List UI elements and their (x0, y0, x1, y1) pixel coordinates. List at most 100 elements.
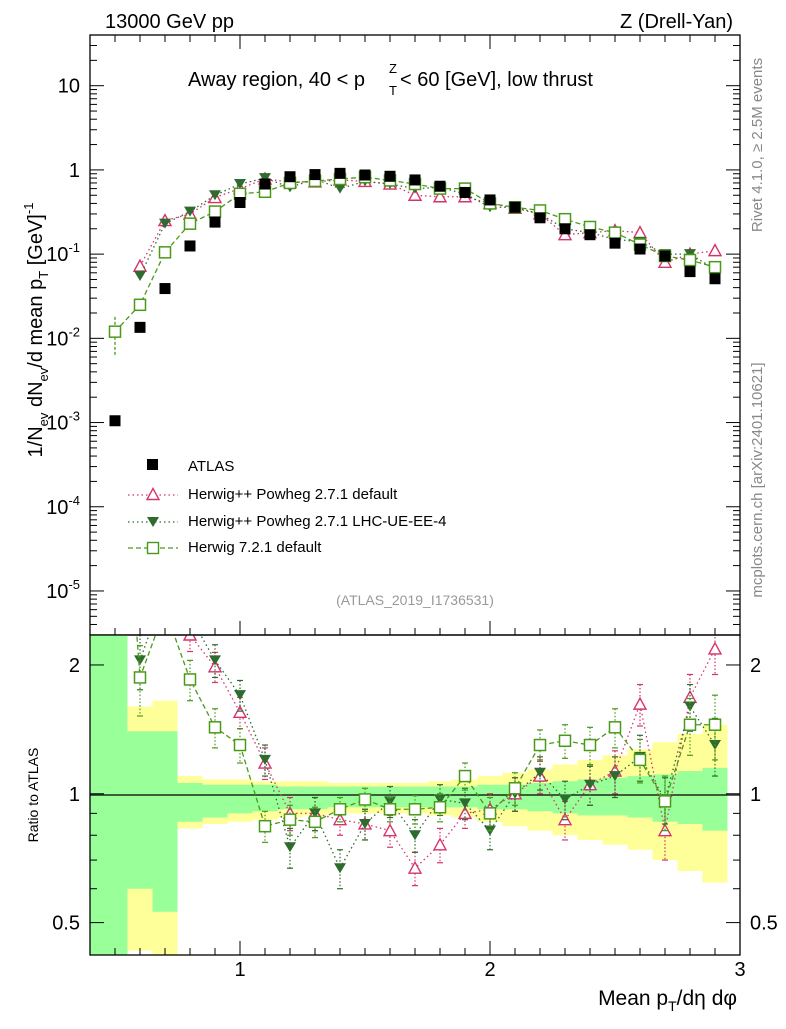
ratio-plot-frame (89, 634, 741, 956)
series-atlas (109, 167, 721, 427)
ratio-y-tick-label-right: 1 (750, 784, 761, 806)
x-tick-label: 2 (484, 959, 495, 981)
legend-marker-herwig-pp-default (145, 487, 161, 501)
stat-uncertainty-band (452, 786, 478, 808)
data-point (459, 186, 471, 198)
ratio-point (407, 860, 423, 874)
data-point (209, 216, 221, 228)
analysis-id: (ATLAS_2019_I1736531) (336, 592, 494, 608)
ratio-point (433, 801, 447, 814)
data-point (159, 218, 171, 229)
main-y-tick-label: 10-3 (46, 409, 80, 435)
header-right: Z (Drell-Yan) (620, 11, 733, 33)
ratio-point (382, 823, 398, 837)
data-point (184, 206, 196, 217)
legend-label-herwig-pp-default: Herwig++ Powheg 2.7.1 default (188, 486, 398, 503)
stat-uncertainty-band (177, 782, 203, 822)
main-series-layer (108, 167, 723, 427)
ratio-y-tick-label-left: 2 (69, 655, 80, 677)
ratio-point (683, 718, 697, 731)
stat-uncertainty-band (327, 786, 353, 808)
legend: ATLAS Herwig++ Powheg 2.7.1 default Herw… (128, 458, 446, 556)
ratio-point (234, 690, 246, 701)
ratio-point (508, 782, 522, 795)
ratio-point (359, 818, 371, 829)
main-y-tick-label: 1 (69, 160, 80, 182)
data-point (309, 169, 321, 181)
data-point (158, 246, 172, 259)
ratio-point (583, 738, 597, 752)
ratio-y-tick-label-left: 0.5 (52, 913, 80, 935)
stat-uncertainty-band (202, 784, 228, 818)
data-point (708, 260, 722, 274)
data-point (407, 187, 423, 201)
data-point (534, 212, 546, 224)
data-point (559, 223, 571, 235)
ratio-point (209, 655, 221, 666)
x-tick-label: 1 (234, 959, 245, 981)
ratio-point (258, 819, 272, 833)
main-y-tick-label: 10-1 (46, 240, 80, 266)
data-point (134, 321, 146, 333)
data-point (707, 243, 723, 257)
svg-text:T: T (389, 83, 397, 98)
legend-marker-herwig-pp-ue (147, 517, 159, 527)
data-point (509, 201, 521, 213)
ratio-point (559, 794, 571, 805)
ratio-series-herwig-7-2-1-default (133, 635, 722, 843)
ratio-line (139, 635, 716, 870)
data-point (609, 237, 621, 249)
data-point (384, 170, 396, 182)
main-y-tick-label: 10 (58, 76, 80, 98)
data-point (709, 273, 721, 285)
main-title: Away region, 40 < p Z T < 60 [GeV], low … (188, 61, 593, 98)
legend-marker-herwig-7 (146, 541, 160, 555)
ratio-point (609, 771, 621, 782)
ratio-point (408, 803, 422, 816)
svg-text:Z: Z (389, 61, 397, 76)
data-point (484, 194, 496, 206)
ratio-point (584, 779, 596, 790)
ratio-ylabel: Ratio to ATLAS (25, 748, 41, 843)
ratio-y-tick-label-right: 0.5 (750, 913, 778, 935)
ratio-point (458, 769, 472, 783)
x-axis-label: Mean pT/dη dφ (598, 987, 737, 1014)
main-y-tick-label: 10-4 (46, 493, 80, 519)
data-point (108, 325, 122, 338)
ratio-point (309, 808, 321, 819)
stat-uncertainty-band (152, 731, 178, 912)
data-point (683, 253, 697, 267)
data-point (284, 171, 296, 183)
ratio-point (558, 734, 572, 748)
ratio-point (358, 793, 372, 806)
ratio-point (608, 721, 622, 734)
data-point (134, 270, 146, 281)
data-point (184, 240, 196, 252)
data-point (234, 197, 246, 209)
ratio-point (633, 753, 647, 767)
data-point (159, 283, 171, 295)
data-point (584, 229, 596, 241)
ratio-point (707, 641, 723, 655)
stat-uncertainty-band (527, 782, 553, 812)
svg-text:Mean pT/dη dφ: Mean pT/dη dφ (598, 987, 737, 1014)
ratio-y-tick-label-left: 1 (69, 784, 80, 806)
data-point (558, 212, 572, 226)
data-point (183, 217, 197, 230)
svg-text:Away region, 40 < p: Away region, 40 < p (188, 69, 365, 91)
ratio-point (333, 803, 347, 816)
data-point (109, 415, 121, 427)
ratio-point (483, 807, 497, 820)
data-point (608, 226, 622, 239)
legend-marker-atlas (147, 459, 158, 470)
ratio-y-tick-label-right: 2 (750, 655, 761, 677)
data-point (208, 205, 222, 218)
ratio-point (183, 673, 197, 686)
svg-text:< 60 [GeV], low thrust: < 60 [GeV], low thrust (400, 69, 593, 91)
ratio-point (133, 671, 147, 684)
mcplots-label: mcplots.cern.ch [arXiv:2401.10621] (749, 362, 766, 597)
data-point (684, 266, 696, 278)
data-point (359, 169, 371, 181)
stat-uncertainty-band (677, 771, 703, 824)
